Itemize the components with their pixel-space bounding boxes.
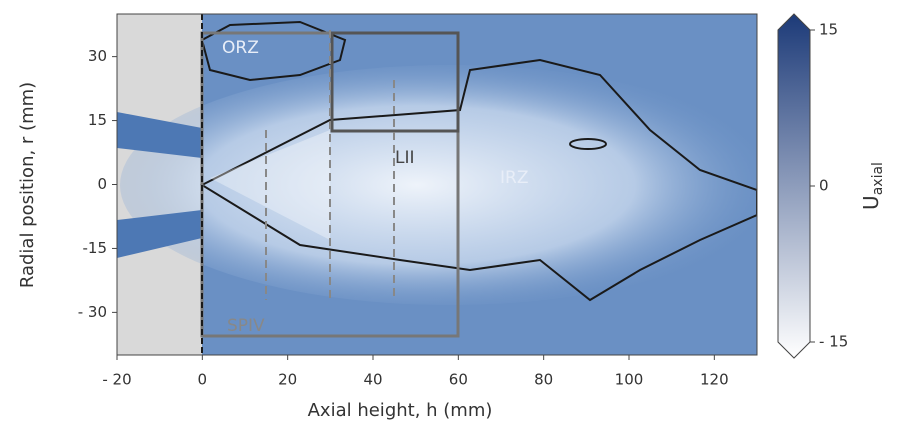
x-tick-label: 120: [700, 371, 729, 389]
colorbar-tick-label: 0: [819, 177, 829, 195]
annotation: IRZ: [500, 168, 528, 188]
x-tick-label: 0: [198, 371, 208, 389]
colorbar-label-main: U: [859, 195, 883, 210]
y-tick-label: 15: [88, 111, 107, 129]
annotation: SPIV: [227, 316, 265, 336]
x-tick-label: 80: [534, 371, 553, 389]
colorbar-label: Uaxial: [859, 162, 887, 210]
colorbar-tick-label: - 15: [819, 333, 848, 351]
x-tick-label: 100: [615, 371, 644, 389]
annotation: ORZ: [222, 38, 259, 58]
x-tick-label: 60: [449, 371, 468, 389]
x-axis-label: Axial height, h (mm): [308, 400, 493, 421]
colorbar-tick-label: 15: [819, 21, 838, 39]
y-axis-label: Radial position, r (mm): [17, 82, 38, 288]
y-tick-label: 0: [97, 175, 107, 193]
y-tick-label: 30: [88, 47, 107, 65]
x-tick-label: 20: [278, 371, 297, 389]
x-tick-label: 40: [363, 371, 382, 389]
colorbar-label-sub: axial: [870, 162, 886, 195]
y-tick-label: -15: [83, 239, 108, 257]
annotation: LII: [395, 148, 415, 168]
colorbar: [777, 13, 811, 359]
y-tick-label: - 30: [78, 303, 107, 321]
x-tick-label: - 20: [102, 371, 131, 389]
field: [117, 14, 757, 355]
